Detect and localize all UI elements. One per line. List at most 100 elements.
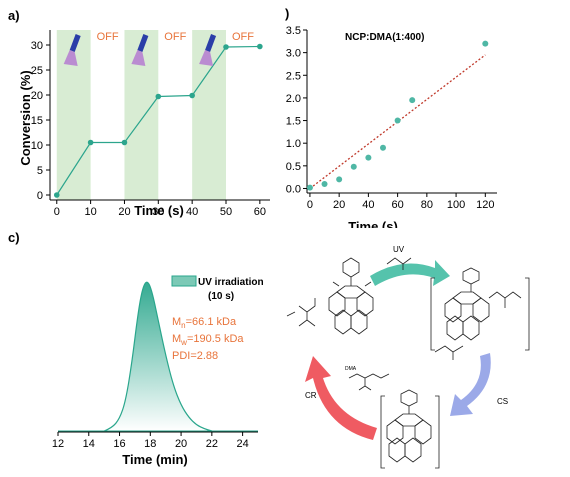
x-tick-label: 10: [84, 206, 96, 218]
data-point: [380, 144, 386, 151]
mw-value: Mw=190.5 kDa: [172, 333, 244, 347]
gpc-area: [104, 282, 212, 431]
x-axis-title-a: Time (s): [134, 203, 184, 218]
y-tick-label: 2.5: [286, 70, 301, 82]
y-tick-label: 25: [31, 65, 43, 77]
polymer-radical: [286, 298, 316, 327]
polymer-chain: [348, 373, 390, 391]
conversion-point: [155, 93, 162, 100]
x-tick-label: 80: [421, 199, 433, 211]
x-tick-label: 40: [186, 206, 198, 218]
x-tick-label: 24: [236, 438, 248, 450]
conversion-point: [257, 43, 263, 50]
x-axis-title-b: Time (s): [348, 219, 398, 228]
x-tick-label: 60: [391, 199, 403, 211]
flashlight-icon: [137, 34, 149, 52]
conversion-point: [87, 139, 94, 146]
y-tick-label: 5: [37, 165, 43, 177]
conversion-point: [223, 44, 229, 50]
cs-arrow: [450, 353, 491, 416]
legend-label: UV irradiation: [198, 277, 264, 288]
x-tick-label: 20: [118, 206, 130, 218]
x-tick-label: 16: [113, 438, 125, 450]
x-tick-label: 14: [83, 438, 95, 450]
pdi-value: PDI=2.88: [172, 350, 218, 362]
ncp-molecule: [328, 257, 374, 335]
uv-label: UV: [393, 245, 405, 254]
y-tick-label: 3.0: [286, 48, 301, 60]
cs-label: CS: [497, 397, 508, 406]
data-point: [365, 154, 372, 161]
data-point: [321, 180, 328, 187]
y-tick-label: 0: [37, 190, 43, 202]
data-point: [409, 97, 416, 104]
panel-label-a: a): [8, 8, 20, 23]
off-label: OFF: [97, 31, 119, 43]
mechanism-scheme: d) UV: [267, 228, 530, 469]
data-point: [306, 184, 313, 191]
off-label: OFF: [164, 31, 186, 43]
y-axis-title-a: Conversion (%): [18, 70, 33, 165]
light-beam-icon: [199, 50, 214, 66]
legend-sublabel: (10 s): [208, 291, 234, 302]
x-tick-label: 0: [307, 199, 313, 211]
x-tick-label: 20: [175, 438, 187, 450]
gpc-chart: 12 14 16 18 20 22 24 c) Time (min) UV irradiat…: [8, 230, 264, 467]
panel-b: 0 20 40 60 80 100 120 0.0 0.5 1.0 1.5 2.0 2.5 3.0 3.5 …: [263, 0, 570, 234]
x-tick-label: 100: [447, 199, 465, 211]
x-tick-label: 50: [220, 206, 232, 218]
conversion-point: [53, 192, 60, 198]
y-tick-label: 0.0: [286, 183, 301, 195]
dma-label: DMA: [345, 366, 357, 372]
flashlight-icon: [205, 34, 217, 52]
uv-arrow: [370, 260, 450, 286]
panel-d: d) UV: [267, 228, 570, 472]
panel-label-b: b): [285, 6, 289, 21]
x-tick-label: 120: [476, 199, 494, 211]
x-tick-label: 22: [206, 438, 218, 450]
x-tick-label: 30: [152, 206, 164, 218]
light-beam-icon: [131, 50, 146, 66]
ketyl-radical: [380, 389, 440, 469]
dma-monomer-right: [434, 345, 464, 360]
data-point: [482, 40, 489, 47]
x-tick-label: 0: [54, 206, 60, 218]
conversion-point: [189, 92, 195, 99]
x-axis-title-c: Time (min): [122, 452, 188, 467]
conversion-point: [121, 139, 128, 146]
product-molecule: [430, 267, 530, 351]
y-tick-label: 15: [31, 115, 43, 127]
data-point: [350, 163, 357, 170]
x-tick-label: 18: [144, 438, 156, 450]
panel-c: 12 14 16 18 20 22 24 c) Time (min) UV irradiat…: [0, 228, 285, 472]
data-point: [394, 117, 401, 124]
fit-line: [309, 54, 486, 189]
cr-arrow: [305, 356, 377, 440]
y-tick-label: 30: [31, 40, 43, 52]
y-tick-label: 20: [31, 90, 43, 102]
kinetics-chart: 0 20 40 60 80 100 1200.00.51.01.52.02.53.03.5 …: [263, 6, 497, 234]
cr-label: CR: [305, 391, 317, 400]
conversion-chart: OFF OFF OFF 0 10 20 30 40 50 60 0 5 10 15 20 25 30 a) T…: [8, 8, 270, 218]
chart-b-title: NCP:DMA(1:400): [345, 32, 424, 43]
dma-monomer-top: [386, 257, 412, 270]
y-tick-label: 3.5: [286, 25, 301, 37]
x-tick-label: 20: [333, 199, 345, 211]
light-beam-icon: [63, 50, 78, 66]
y-tick-label: 1.5: [286, 116, 301, 128]
panel-label-c: c): [8, 230, 20, 245]
legend-swatch: [171, 275, 197, 287]
x-tick-label: 60: [254, 206, 266, 218]
x-tick-label: 40: [362, 199, 374, 211]
y-tick-label: 1.0: [286, 138, 301, 150]
mn-value: Mn=66.1 kDa: [172, 316, 237, 330]
flashlight-icon: [69, 34, 81, 52]
y-tick-label: 0.5: [286, 161, 301, 173]
data-point: [336, 176, 343, 183]
x-tick-label: 12: [52, 438, 64, 450]
y-tick-label: 10: [31, 140, 43, 152]
y-tick-label: 2.0: [286, 93, 301, 105]
off-label: OFF: [232, 31, 254, 43]
gpc-curve: [103, 281, 213, 432]
panel-a: OFF OFF OFF 0 10 20 30 40 50 60 0 5 10 15 20 25 30 a) T…: [0, 0, 285, 228]
